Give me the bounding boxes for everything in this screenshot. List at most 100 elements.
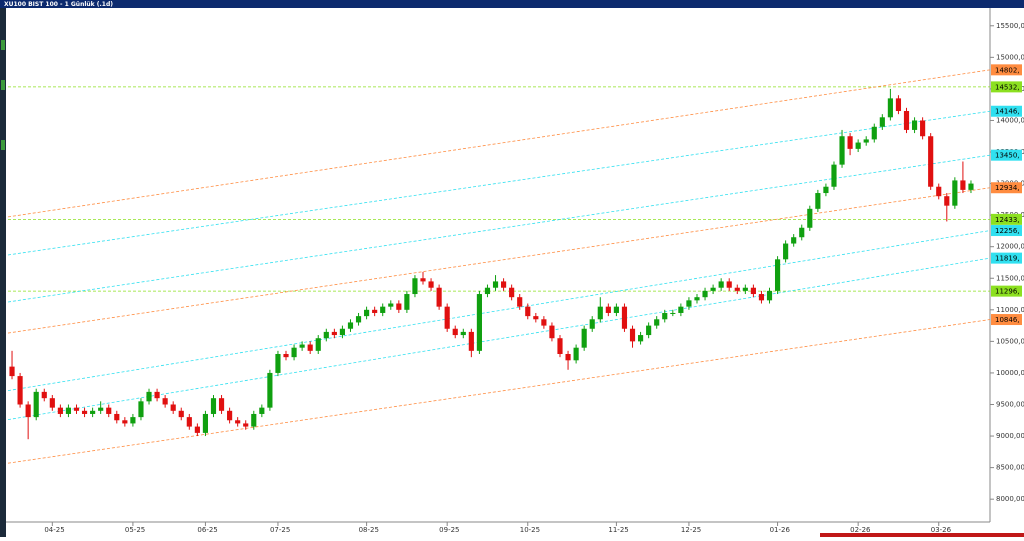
candle-body: [476, 294, 482, 351]
trend-line: [7, 154, 991, 303]
candle-body: [549, 325, 555, 339]
candle-body: [847, 136, 853, 149]
level-badge-label: 12256,: [995, 227, 1020, 235]
candle-body: [887, 98, 893, 118]
candle-body: [227, 410, 233, 421]
level-badge: [991, 105, 1022, 117]
candle-body: [581, 328, 587, 348]
candle-body: [138, 401, 144, 418]
candle-body: [259, 407, 265, 414]
candle-body: [758, 294, 765, 301]
candle-body: [404, 294, 410, 310]
x-tick-label: 09-25: [439, 526, 459, 534]
candle-body: [49, 398, 55, 408]
y-tick-label: 11000,00: [996, 306, 1024, 314]
trend-line: [7, 110, 991, 256]
candle-body: [928, 136, 934, 187]
candle-body: [702, 290, 708, 298]
candle-body: [646, 325, 652, 336]
candle-body: [106, 407, 112, 414]
candle-body: [589, 319, 595, 329]
candle-body: [525, 306, 531, 317]
candle-body: [783, 243, 789, 260]
candle-body: [944, 196, 950, 206]
candle-body: [420, 278, 426, 282]
level-badge: [991, 64, 1022, 76]
candle-body: [339, 328, 345, 336]
trend-line: [7, 187, 991, 334]
candle-body: [871, 126, 877, 140]
candle-body: [468, 331, 474, 351]
candle-body: [694, 297, 700, 301]
candle-body: [243, 423, 249, 427]
level-badge: [991, 314, 1022, 326]
candle-body: [726, 281, 732, 288]
y-tick-label: 8000,00: [996, 495, 1024, 503]
candle-body: [863, 139, 869, 143]
candle-body: [122, 420, 128, 424]
x-tick-label: 05-25: [125, 526, 145, 534]
candle-body: [670, 312, 676, 314]
candle-body: [855, 142, 861, 149]
candle-body: [154, 391, 160, 399]
candle-body: [895, 98, 902, 111]
candle-body: [130, 417, 136, 424]
x-tick-label: 12-25: [681, 526, 701, 534]
x-tick-label: 10-25: [520, 526, 540, 534]
candle-body: [315, 338, 321, 351]
candle-body: [202, 413, 209, 433]
x-tick-label: 04-25: [44, 526, 64, 534]
candle-body: [686, 300, 692, 307]
candle-body: [267, 372, 273, 408]
candle-body: [911, 120, 918, 130]
y-tick-label: 15000,00: [996, 53, 1024, 61]
candle-body: [501, 281, 507, 288]
y-tick-label: 10000,00: [996, 369, 1024, 377]
level-badge-label: 14146,: [995, 108, 1020, 116]
candle-body: [879, 117, 885, 127]
x-tick-label: 06-25: [197, 526, 217, 534]
level-badge: [991, 149, 1022, 161]
candle-body: [662, 312, 668, 320]
candle-body: [533, 316, 539, 320]
candle-body: [364, 309, 370, 317]
candle-body: [799, 227, 805, 238]
candle-body: [114, 413, 120, 421]
candle-body: [823, 186, 829, 194]
level-badge: [991, 225, 1022, 237]
candle-body: [960, 180, 966, 190]
candle-body: [194, 426, 200, 433]
y-axis-panel: [990, 8, 1024, 537]
candle-body: [613, 306, 619, 313]
candle-body: [388, 303, 394, 307]
candle-body: [936, 186, 942, 197]
candle-body: [162, 398, 168, 405]
candle-body: [186, 417, 192, 427]
candle-body: [557, 338, 563, 354]
y-tick-label: 10500,00: [996, 337, 1024, 345]
title-bar: [0, 0, 1024, 8]
candle-body: [81, 410, 88, 414]
trend-line: [7, 230, 991, 392]
candle-body: [178, 410, 184, 418]
candle-body: [903, 110, 910, 130]
status-bar: [820, 533, 1024, 537]
candle-body: [597, 306, 603, 320]
candle-body: [815, 193, 821, 209]
candle-body: [291, 347, 297, 358]
x-tick-label: 07-25: [270, 526, 290, 534]
candle-body: [170, 404, 176, 411]
y-tick-label: 8500,00: [996, 464, 1024, 472]
candle-body: [920, 120, 926, 137]
candle-body: [742, 287, 748, 291]
trend-line: [7, 69, 991, 218]
candle-body: [9, 366, 15, 377]
candle-body: [605, 306, 611, 313]
level-badge: [991, 285, 1022, 297]
candle-body: [331, 331, 337, 336]
candle-body: [90, 410, 96, 414]
level-badge-label: 11819,: [995, 255, 1020, 263]
candle-body: [565, 353, 571, 361]
candle-body: [621, 306, 628, 329]
